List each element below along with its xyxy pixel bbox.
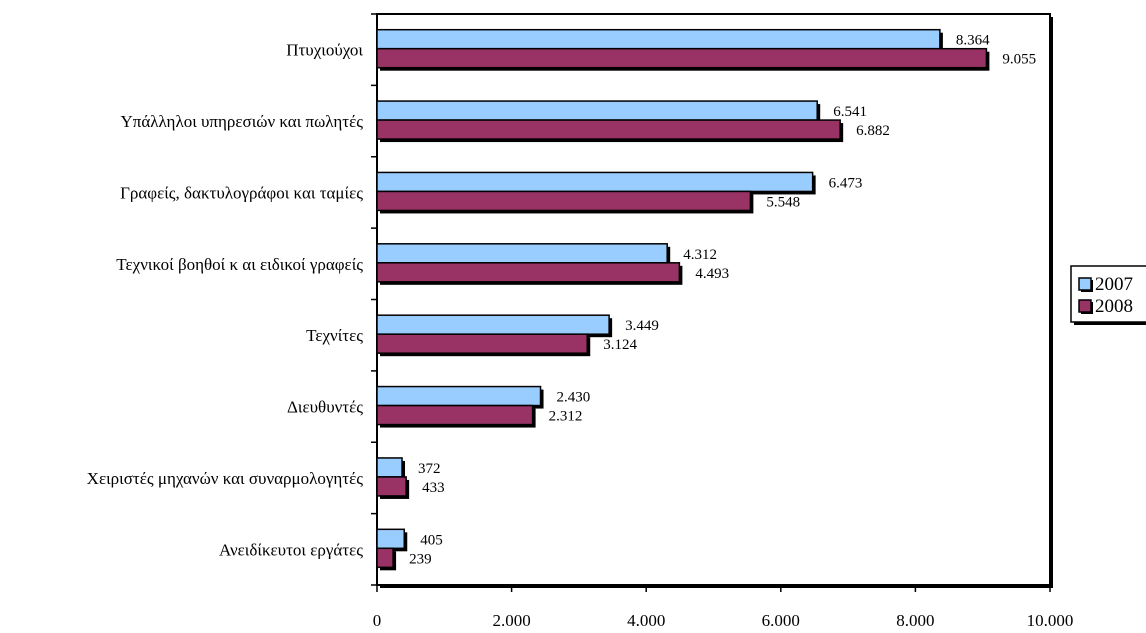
data-label: 6.882 <box>856 123 890 139</box>
data-label: 372 <box>418 461 441 477</box>
data-label: 6.473 <box>829 175 863 191</box>
category-label: Τεχνικοί βοηθοί κ αι ειδικοί γραφείς <box>116 255 363 274</box>
bar-2007 <box>376 171 814 193</box>
x-tick-label: 2.000 <box>492 611 530 630</box>
legend-label: 2007 <box>1095 274 1133 295</box>
bar-2007 <box>376 100 818 121</box>
category-label: Ανειδίκευτοι εργάτες <box>219 540 363 559</box>
bar-2008 <box>376 476 407 497</box>
data-label: 5.548 <box>766 194 800 210</box>
legend-swatch-2007 <box>1078 277 1092 291</box>
category-label: Υπάλληλοι υπηρεσιών και πωλητές <box>120 112 363 131</box>
plot-area <box>376 13 1051 586</box>
data-label: 9.055 <box>1002 52 1036 68</box>
data-label: 4.312 <box>683 247 717 263</box>
bar-2007 <box>376 314 610 335</box>
category-label: Πτυχιούχοι <box>286 41 363 60</box>
x-tick-label: 10.000 <box>1027 611 1074 630</box>
bar-2007 <box>376 528 406 550</box>
category-label: Τεχνίτες <box>306 326 363 345</box>
bar-2008 <box>376 47 988 69</box>
data-label: 2.430 <box>557 390 591 406</box>
data-label: 8.364 <box>956 33 990 49</box>
bar-2008 <box>376 119 841 140</box>
category-label: Χειριστές μηχανών και συναρμολογητές <box>87 469 364 488</box>
bar-2007 <box>376 457 403 478</box>
category-label: Διευθυντές <box>287 398 363 417</box>
bar-2008 <box>376 333 588 354</box>
bar-2008 <box>376 262 681 283</box>
legend-label: 2008 <box>1095 296 1133 317</box>
data-label: 4.493 <box>695 266 729 282</box>
bar-2008 <box>376 404 534 426</box>
value-labels-layer: 8.364 9.055 6.541 6.882 6.473 5.548 4.312 4.493… <box>409 33 1036 568</box>
bars-layer <box>376 28 990 571</box>
bar-2007 <box>376 243 668 264</box>
x-tick-label: 0 <box>373 611 382 630</box>
category-label: Γραφείς, δακτυλογράφοι και ταμίες <box>120 183 363 202</box>
data-label: 3.124 <box>603 337 637 353</box>
legend-swatch-2008 <box>1078 299 1092 313</box>
data-label: 239 <box>409 551 432 567</box>
x-tick-label: 8.000 <box>896 611 934 630</box>
data-label: 6.541 <box>833 104 867 120</box>
x-tick-label: 4.000 <box>627 611 665 630</box>
data-label: 433 <box>422 480 445 496</box>
x-tick-label: 6.000 <box>762 611 800 630</box>
bar-2007 <box>376 28 941 50</box>
bar-2008 <box>376 190 752 212</box>
bar-2008 <box>376 547 394 569</box>
bar-2007 <box>376 385 542 407</box>
data-label: 405 <box>420 532 443 548</box>
data-label: 3.449 <box>625 318 659 334</box>
data-label: 2.312 <box>549 409 583 425</box>
